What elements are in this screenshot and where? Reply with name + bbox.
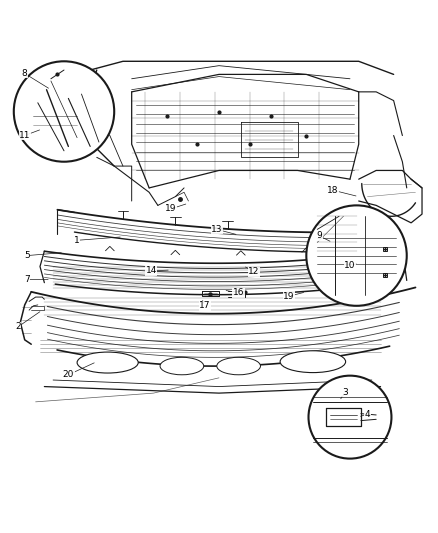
Text: 3: 3: [343, 387, 349, 397]
Text: 17: 17: [199, 301, 211, 310]
Text: 8: 8: [22, 69, 28, 78]
Circle shape: [308, 376, 392, 458]
Text: 5: 5: [24, 251, 30, 260]
Text: 18: 18: [327, 185, 338, 195]
Text: 12: 12: [248, 267, 260, 276]
Text: 4: 4: [365, 409, 370, 418]
Text: 16: 16: [233, 288, 244, 297]
Text: 11: 11: [19, 131, 31, 140]
Text: 1: 1: [74, 236, 80, 245]
Circle shape: [306, 205, 407, 306]
Ellipse shape: [160, 357, 204, 375]
Text: 19: 19: [283, 292, 295, 301]
Text: 7: 7: [24, 275, 30, 284]
Ellipse shape: [77, 352, 138, 373]
Ellipse shape: [280, 351, 346, 373]
Text: 10: 10: [344, 261, 356, 270]
Circle shape: [14, 61, 114, 161]
Text: 14: 14: [146, 266, 157, 276]
Ellipse shape: [217, 357, 261, 375]
Text: 13: 13: [211, 225, 223, 234]
Text: 20: 20: [63, 370, 74, 379]
Text: 19: 19: [165, 204, 177, 213]
Text: 2: 2: [15, 322, 21, 331]
Text: 9: 9: [317, 231, 322, 240]
